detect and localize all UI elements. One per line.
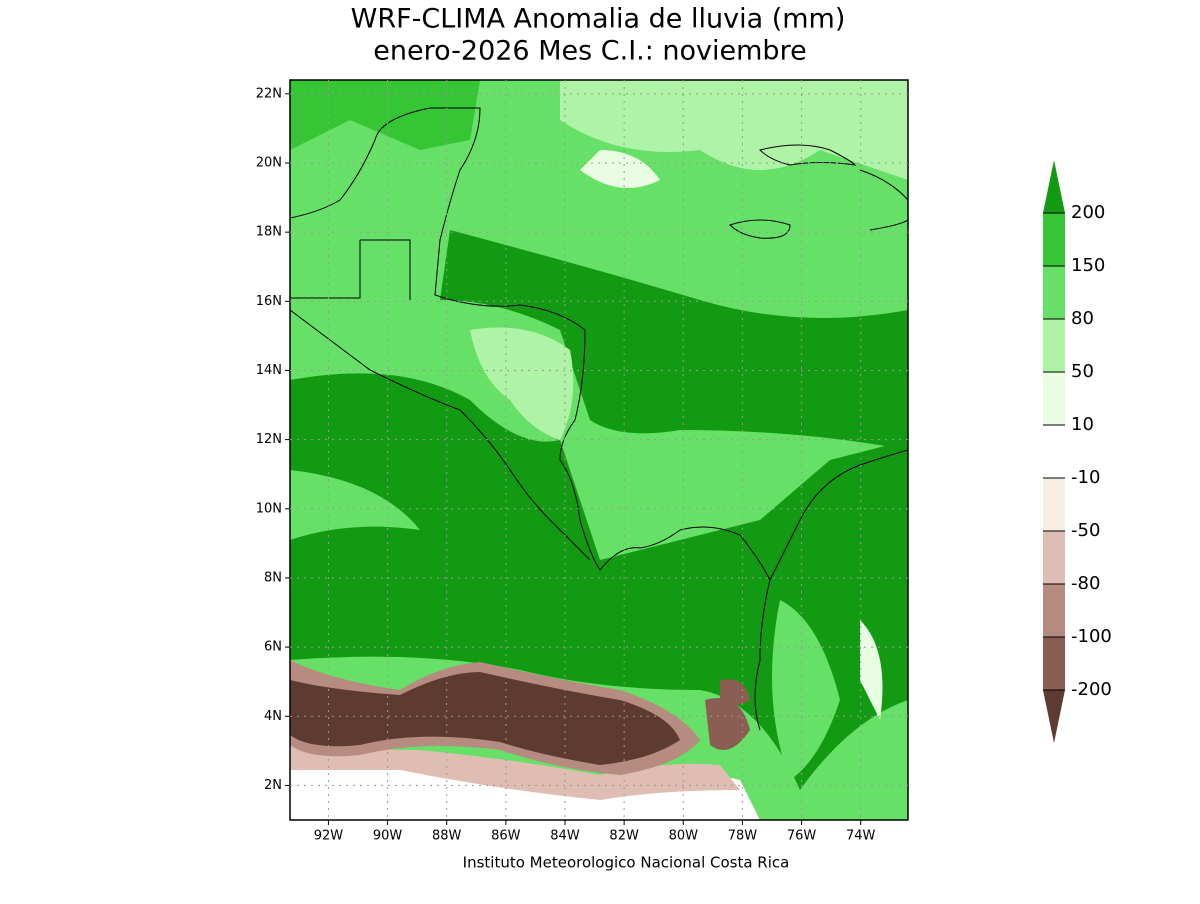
colorbar-bin	[1043, 372, 1065, 425]
lon-tick-label: 90W	[373, 829, 403, 844]
map-frame	[289, 79, 909, 821]
lat-tick-label: 18N	[256, 225, 282, 240]
lat-tick-label: 20N	[256, 155, 282, 170]
colorbar-label: -10	[1071, 467, 1100, 488]
colorbar-label: -100	[1071, 626, 1112, 647]
subtitle: enero-2026 Mes C.I.: noviembre	[373, 36, 806, 67]
colorbar-label: 80	[1071, 308, 1094, 329]
lon-tick-label: 76W	[787, 829, 817, 844]
colorbar-bin	[1043, 319, 1065, 372]
colorbar-bin	[1043, 637, 1065, 690]
colorbar-arrow	[1043, 160, 1065, 213]
colorbar-label: -80	[1071, 573, 1100, 594]
lon-tick-label: 92W	[314, 829, 344, 844]
colorbar-bin	[1043, 478, 1065, 531]
lat-tick-label: 22N	[256, 86, 282, 101]
lat-tick-label: 16N	[256, 294, 282, 309]
lon-tick-label: 86W	[491, 829, 521, 844]
colorbar-bin	[1043, 266, 1065, 319]
lon-tick-label: 80W	[669, 829, 699, 844]
lon-tick-label: 84W	[550, 829, 580, 844]
lat-tick-label: 10N	[256, 501, 282, 516]
lat-tick-label: 14N	[256, 363, 282, 378]
lat-tick-label: 4N	[264, 709, 282, 724]
lon-tick-label: 78W	[728, 829, 758, 844]
footer: Instituto Meteorologico Nacional Costa R…	[463, 854, 790, 872]
colorbar-bin	[1043, 584, 1065, 637]
lon-tick-label: 74W	[846, 829, 876, 844]
colorbar-label: 50	[1071, 361, 1094, 382]
lon-tick-label: 82W	[609, 829, 639, 844]
colorbar-label: 10	[1071, 414, 1094, 435]
lat-tick-label: 2N	[264, 778, 282, 793]
colorbar-arrow	[1043, 690, 1065, 743]
colorbar-bin	[1043, 425, 1065, 478]
lat-tick-label: 8N	[264, 570, 282, 585]
colorbar-bin	[1043, 213, 1065, 266]
anomaly-field	[290, 80, 908, 820]
colorbar-label: 150	[1071, 255, 1105, 276]
colorbar-label: 200	[1071, 202, 1105, 223]
colorbar-label: -50	[1071, 520, 1100, 541]
colorbar-label: -200	[1071, 679, 1112, 700]
lat-tick-label: 6N	[264, 640, 282, 655]
title: WRF-CLIMA Anomalia de lluvia (mm)	[351, 4, 846, 35]
lat-tick-label: 12N	[256, 432, 282, 447]
lon-tick-label: 88W	[432, 829, 462, 844]
colorbar-bin	[1043, 531, 1065, 584]
coastlines	[290, 107, 908, 731]
